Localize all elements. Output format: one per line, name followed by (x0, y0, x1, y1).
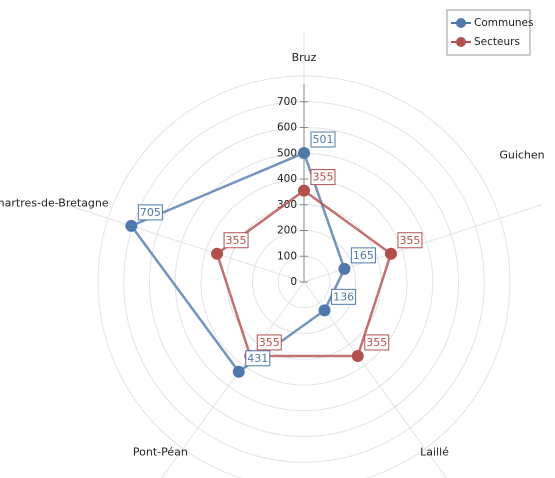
data-point (298, 184, 310, 197)
data-label-box (331, 288, 357, 305)
data-label: 705 (137, 204, 163, 221)
data-label-box (350, 247, 376, 264)
data-label: 136 (331, 288, 357, 305)
legend-marker (456, 18, 466, 28)
data-label-text: 165 (353, 249, 374, 262)
data-label-text: 355 (399, 234, 420, 247)
data-label: 355 (364, 334, 390, 351)
legend-label: Secteurs (474, 36, 520, 48)
data-point (351, 349, 364, 362)
data-point (211, 247, 224, 260)
data-label-text: 431 (247, 352, 268, 365)
data-label-text: 705 (140, 206, 161, 219)
y-tick-label: 200 (277, 225, 297, 237)
data-point (232, 365, 245, 378)
data-label-text: 355 (366, 336, 387, 349)
category-label: Pont-Péan (133, 445, 188, 458)
series-line (129, 151, 346, 374)
y-tick-label: 400 (277, 173, 297, 185)
category-label: Bruz (292, 51, 317, 64)
data-label-box (137, 204, 163, 221)
data-point (338, 262, 351, 275)
data-label: 165 (350, 247, 376, 264)
data-label: 355 (256, 334, 282, 351)
legend-box (446, 9, 531, 56)
data-label-text: 355 (313, 171, 334, 184)
y-tick-label: 500 (277, 147, 297, 159)
data-label-text: 355 (259, 336, 280, 349)
data-label-box (397, 232, 423, 249)
data-point (384, 247, 397, 260)
spoke (66, 204, 305, 283)
y-tick-label: 700 (277, 96, 297, 108)
data-label-box (256, 334, 282, 351)
y-tick-label: 600 (277, 122, 297, 134)
data-label-box (245, 350, 271, 367)
data-point (298, 146, 310, 159)
data-label-text: 501 (313, 133, 334, 146)
category-label: Chartres-de-Bretagne (0, 197, 109, 210)
data-label: 431 (245, 350, 271, 367)
data-label-box (310, 169, 336, 186)
data-point (125, 219, 138, 232)
data-label-text: 355 (226, 234, 247, 247)
category-label: Laillé (420, 445, 449, 458)
data-label-box (223, 232, 249, 249)
spoke (303, 281, 448, 478)
data-label-box (310, 131, 336, 148)
data-label: 355 (310, 169, 336, 186)
data-label: 501 (310, 131, 336, 148)
legend-marker (456, 37, 466, 47)
y-tick-label: 100 (277, 250, 297, 262)
legend-label: Communes (474, 17, 533, 29)
data-label: 355 (397, 232, 423, 249)
data-label: 355 (223, 232, 249, 249)
data-label-box (364, 334, 390, 351)
y-tick-label: 0 (290, 276, 297, 288)
category-label: Guichen (499, 149, 544, 162)
spoke (160, 281, 305, 478)
data-point (318, 304, 331, 317)
legend: Communes Secteurs (446, 9, 533, 56)
data-label-text: 136 (333, 290, 354, 303)
